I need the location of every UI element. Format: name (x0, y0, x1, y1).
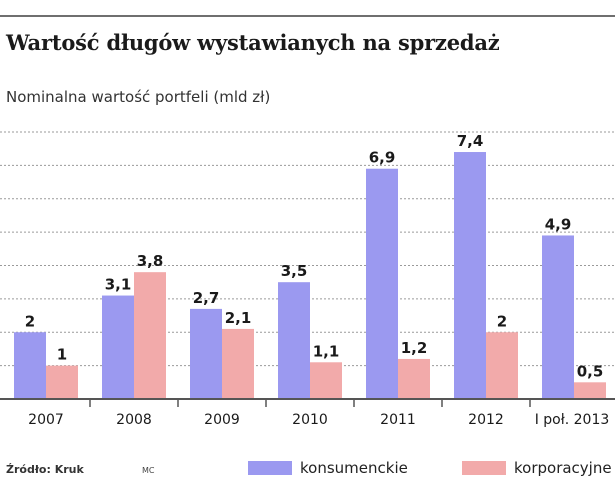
data-label: 7,4 (457, 132, 484, 150)
bar-korporacyjne-2 (222, 328, 254, 399)
bar-korporacyjne-4 (398, 358, 430, 399)
bar-konsumenckie-6 (542, 235, 574, 399)
bar-korporacyjne-5 (486, 332, 518, 399)
data-label: 2,7 (193, 289, 220, 307)
source-note: Źródło: Kruk (6, 463, 84, 476)
x-tick-label: I poł. 2013 (535, 412, 610, 428)
data-label: 0,5 (577, 362, 604, 380)
x-tick-label: 2012 (468, 412, 504, 428)
x-tick-label: 2011 (380, 412, 416, 428)
x-tick-label: 2009 (204, 412, 240, 428)
bar-konsumenckie-1 (102, 295, 134, 399)
data-label: 3,1 (105, 276, 132, 294)
legend-item-korporacyjne: korporacyjne (462, 459, 612, 477)
x-tick-label: 2008 (116, 412, 152, 428)
bar-konsumenckie-5 (454, 152, 486, 399)
x-tick-label: 2010 (292, 412, 328, 428)
legend-label-korporacyjne: korporacyjne (514, 459, 612, 477)
bar-konsumenckie-3 (278, 282, 310, 399)
data-label: 1,2 (401, 339, 428, 357)
data-label: 1,1 (313, 342, 340, 360)
top-rule (0, 15, 615, 17)
data-label: 4,9 (545, 215, 572, 233)
bar-korporacyjne-3 (310, 362, 342, 399)
data-label: 6,9 (369, 149, 396, 167)
bar-korporacyjne-1 (134, 272, 166, 399)
bar-chart: 2 1 2007 3,1 3,8 2008 2,7 2,1 2009 3,5 1,1 2010 6,9 1… (0, 131, 615, 428)
legend-label-konsumenckie: konsumenckie (300, 459, 408, 477)
data-label: 2,1 (225, 309, 252, 327)
bar-korporacyjne-6 (574, 382, 606, 399)
data-label: 3,5 (281, 262, 308, 280)
author-initials: MC (142, 466, 155, 475)
data-label: 2 (25, 312, 35, 330)
bar-konsumenckie-2 (190, 308, 222, 399)
bar-konsumenckie-0 (14, 332, 46, 399)
data-label: 1 (57, 346, 67, 364)
chart-title: Wartość długów wystawianych na sprzedaż (6, 30, 500, 55)
data-label: 3,8 (137, 252, 164, 270)
chart-subtitle: Nominalna wartość portfeli (mld zł) (6, 88, 271, 106)
legend-item-konsumenckie: konsumenckie (248, 459, 408, 477)
legend-swatch-korporacyjne (462, 461, 506, 475)
data-label: 2 (497, 312, 507, 330)
x-tick-label: 2007 (28, 412, 64, 428)
bar-konsumenckie-4 (366, 168, 398, 399)
bar-korporacyjne-0 (46, 365, 78, 399)
legend-swatch-konsumenckie (248, 461, 292, 475)
